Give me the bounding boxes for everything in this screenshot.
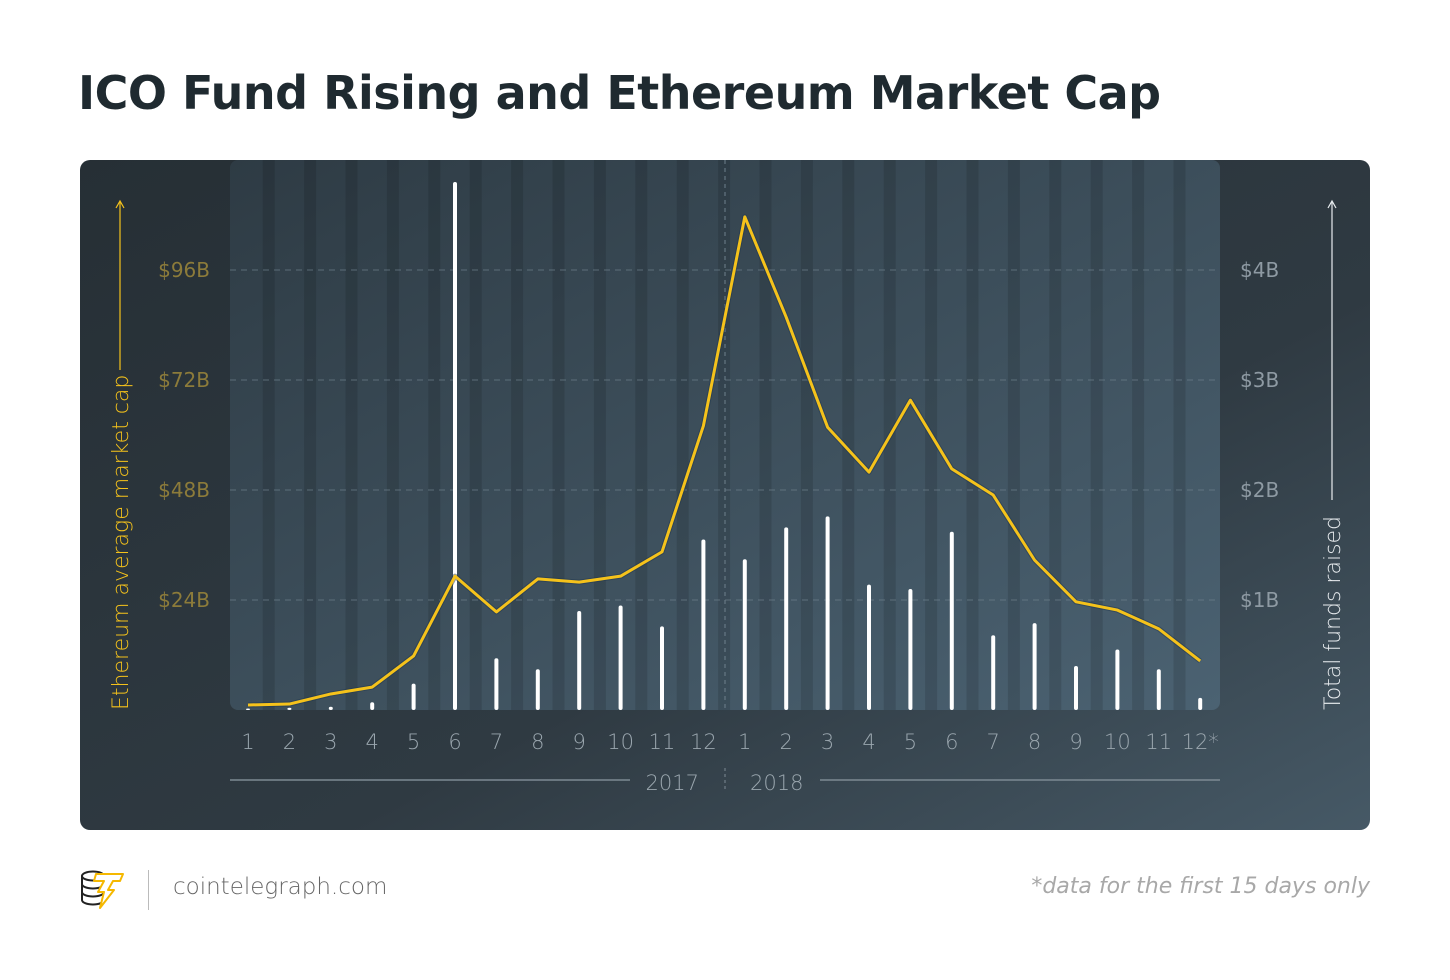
funds-bar (494, 658, 499, 710)
column-stripe (1049, 160, 1062, 710)
column-stripe (1007, 160, 1020, 710)
year-label-2017: 2017 (646, 771, 699, 795)
column-stripe (676, 160, 689, 710)
column-stripe (800, 160, 813, 710)
funds-bar (991, 635, 996, 710)
funds-bar (825, 516, 830, 710)
month-tick-label: 2 (780, 730, 793, 754)
column-stripe (511, 160, 524, 710)
month-tick-label: 8 (531, 730, 544, 754)
funds-bar (618, 605, 623, 710)
month-tick-label: 3 (821, 730, 834, 754)
month-tick-label: 1 (738, 730, 751, 754)
market-cap-line (247, 215, 1202, 707)
column-stripe (304, 160, 317, 710)
left-tick-label: $72B (158, 368, 210, 392)
funds-bar (908, 589, 913, 710)
right-tick-label: $3B (1240, 368, 1279, 392)
left-tick-label: $24B (158, 588, 210, 612)
month-tick-label: 12 (690, 730, 717, 754)
month-tick-label: 9 (573, 730, 586, 754)
right-arrow-head-icon (1327, 199, 1337, 209)
month-tick-label: 12* (1182, 730, 1219, 754)
column-stripe (552, 160, 565, 710)
funds-bar (1032, 623, 1037, 710)
month-tick-label: 2 (283, 730, 296, 754)
column-stripe (1173, 160, 1186, 710)
month-tick-label: 11 (1145, 730, 1172, 754)
month-tick-label: 4 (366, 730, 379, 754)
funds-bar (411, 683, 416, 710)
funds-bar (577, 611, 582, 710)
chart-title: ICO Fund Rising and Ethereum Market Cap (78, 66, 1161, 120)
funds-bar (287, 707, 292, 710)
column-stripe (1090, 160, 1103, 710)
right-tick-label: $1B (1240, 588, 1279, 612)
funds-bar (660, 626, 664, 710)
funds-bar (867, 584, 871, 710)
funds-bar (1198, 697, 1203, 710)
column-stripe (262, 160, 275, 710)
right-tick-label: $2B (1240, 478, 1279, 502)
column-stripe (842, 160, 855, 710)
month-tick-label: 1 (241, 730, 254, 754)
column-stripe (469, 160, 482, 710)
month-tick-label: 5 (904, 730, 917, 754)
column-stripe (386, 160, 399, 710)
funds-bar (370, 702, 375, 710)
column-stripe (718, 160, 731, 710)
funds-bar (453, 182, 457, 710)
column-stripe (345, 160, 358, 710)
month-tick-label: 6 (448, 730, 461, 754)
funds-bar (784, 527, 789, 710)
left-axis-label: Ethereum average market cap (109, 375, 134, 710)
left-tick-label: $48B (158, 478, 210, 502)
right-axis-label: Total funds raised (1321, 516, 1346, 710)
month-tick-label: 10 (1104, 730, 1131, 754)
month-tick-label: 10 (607, 730, 634, 754)
footer-note: *data for the first 15 days only (1031, 874, 1370, 899)
month-tick-label: 3 (324, 730, 337, 754)
funds-bar (742, 559, 747, 710)
footer-site[interactable]: cointelegraph.com (173, 874, 388, 900)
left-tick-label: $96B (158, 258, 210, 282)
month-tick-label: 6 (945, 730, 958, 754)
funds-bar (328, 706, 333, 710)
right-tick-label: $4B (1240, 258, 1279, 282)
column-stripe (966, 160, 979, 710)
column-stripe (759, 160, 772, 710)
month-tick-label: 8 (1028, 730, 1041, 754)
column-stripe (593, 160, 606, 710)
column-stripe (635, 160, 648, 710)
funds-bar (949, 531, 954, 710)
footer-divider (148, 870, 149, 910)
left-arrow-head-icon (115, 199, 125, 209)
funds-bar (246, 708, 250, 710)
column-stripe (428, 160, 441, 710)
funds-bar (1156, 669, 1161, 710)
year-label-2018: 2018 (750, 771, 803, 795)
month-tick-label: 11 (649, 730, 676, 754)
month-tick-label: 5 (407, 730, 420, 754)
month-tick-label: 4 (862, 730, 875, 754)
funds-bar (701, 539, 706, 710)
month-tick-label: 7 (987, 730, 1000, 754)
month-tick-label: 9 (1069, 730, 1082, 754)
funds-bar (1074, 666, 1078, 710)
funds-bar (535, 669, 540, 710)
funds-bar (1115, 649, 1120, 710)
column-stripe (1132, 160, 1145, 710)
month-tick-label: 7 (490, 730, 503, 754)
